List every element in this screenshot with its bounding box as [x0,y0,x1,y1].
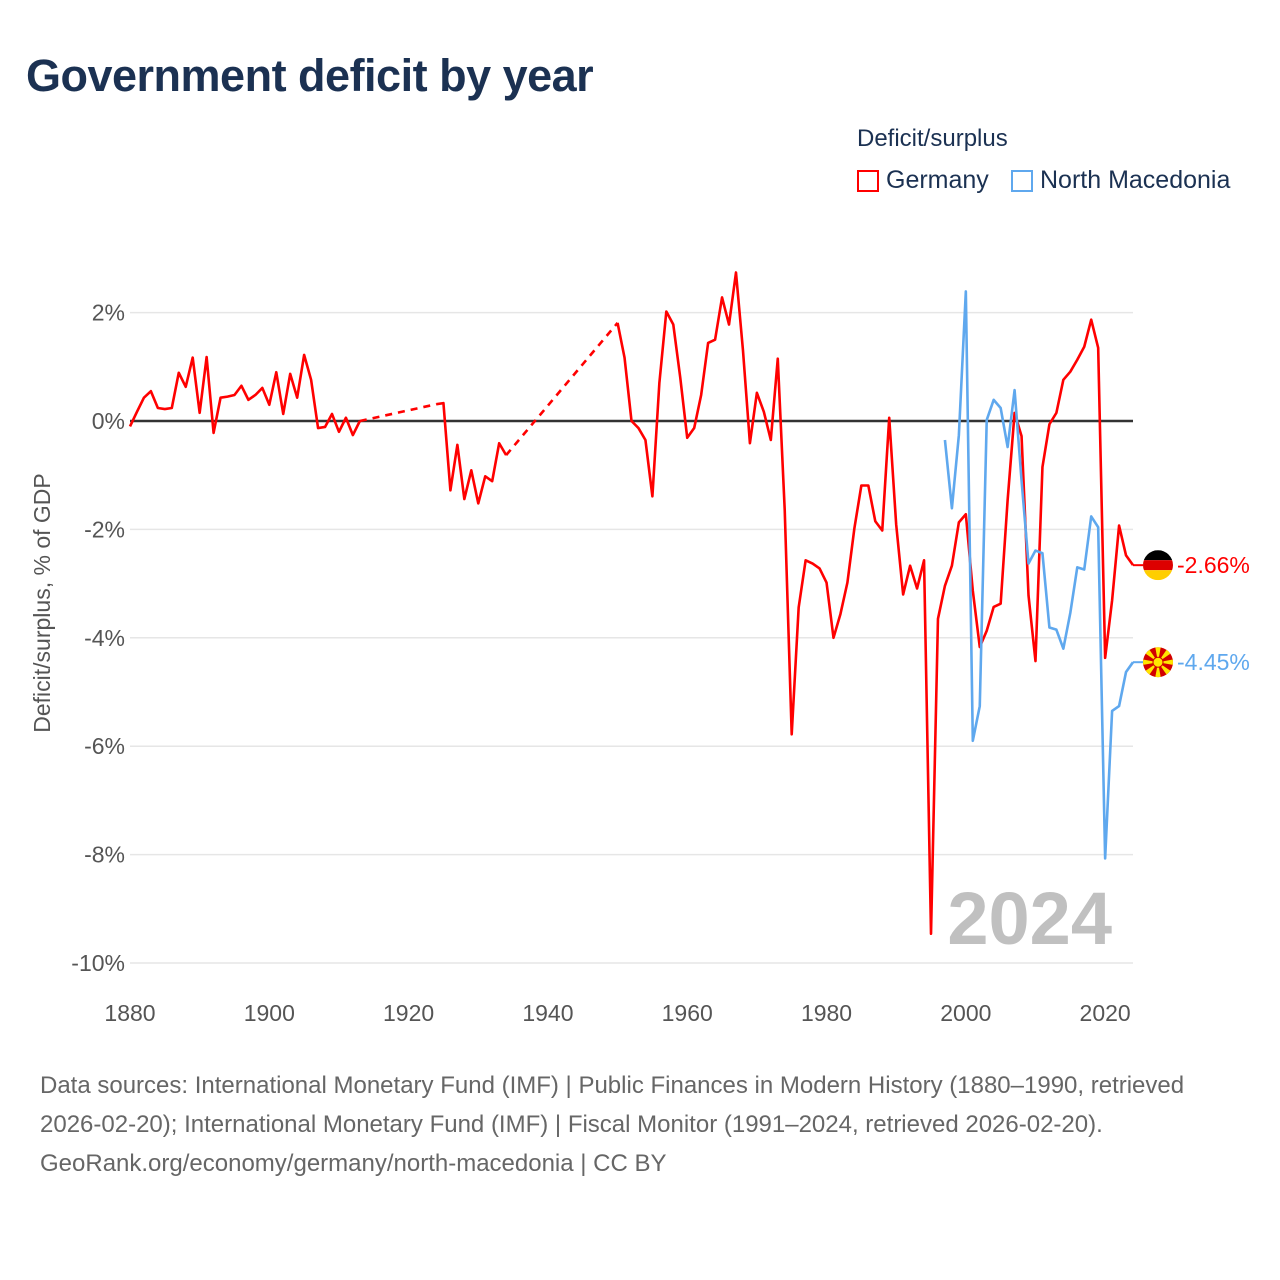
x-tick-label: 2000 [940,1000,991,1026]
legend-label-germany: Germany [886,166,989,194]
legend-item-germany[interactable]: Germany [857,166,989,195]
x-tick-label: 2020 [1080,1000,1131,1026]
line-north-macedonia [943,290,1135,860]
flag-stripe [1143,560,1173,571]
x-tick-label: 1900 [244,1000,295,1026]
legend-item-north-macedonia[interactable]: North Macedonia [1011,166,1230,195]
series-germany [128,271,1135,936]
y-tick-label: -2% [84,516,125,542]
legend-swatch-north-macedonia [1011,169,1033,192]
y-tick-label: -10% [71,950,125,976]
flag-image [1143,647,1173,678]
y-tick-label: -6% [84,733,125,759]
flag-stripe [1143,570,1173,581]
y-tick-label: -8% [84,842,125,868]
end-label-north-macedonia: -4.45% [1177,649,1250,675]
x-tick-label: 1880 [104,1000,155,1026]
gap-line-germany [505,322,619,456]
y-axis-label: Deficit/surplus, % of GDP [29,473,55,732]
north-macedonia-flag [1143,647,1173,678]
end-label-germany: -2.66% [1177,552,1250,578]
series-north-macedonia [943,290,1135,860]
footer: Data sources: International Monetary Fun… [40,1066,1250,1183]
line-germany [128,353,362,437]
credit-link[interactable]: GeoRank.org/economy/germany/north-macedo… [40,1150,667,1177]
sun-ray [1155,662,1161,678]
y-tick-label: 0% [92,408,125,434]
y-tick-label: -4% [84,625,125,651]
x-tick-label: 1940 [522,1000,573,1026]
x-tick-label: 1920 [383,1000,434,1026]
flag-stripe [1143,550,1173,561]
legend-swatch-germany [857,169,879,192]
x-tick-label: 1960 [662,1000,713,1026]
sun-disc [1152,656,1164,668]
legend-label-north-macedonia: North Macedonia [1040,166,1231,194]
sun-ray [1158,659,1173,666]
data-sources: Data sources: International Monetary Fun… [40,1072,1185,1138]
year-watermark: 2024 [947,877,1112,960]
gap-line-germany [359,402,437,423]
sun-ray [1155,647,1161,663]
chart-title: Government deficit by year [26,50,594,101]
germany-flag [1143,550,1173,581]
sun-ray [1143,659,1158,666]
y-tick-label: 2% [92,300,125,326]
legend-title: Deficit/surplus [857,125,1008,152]
flag-image [1143,550,1173,581]
x-tick-label: 1980 [801,1000,852,1026]
line-germany [436,401,508,505]
line-germany [616,271,1135,936]
